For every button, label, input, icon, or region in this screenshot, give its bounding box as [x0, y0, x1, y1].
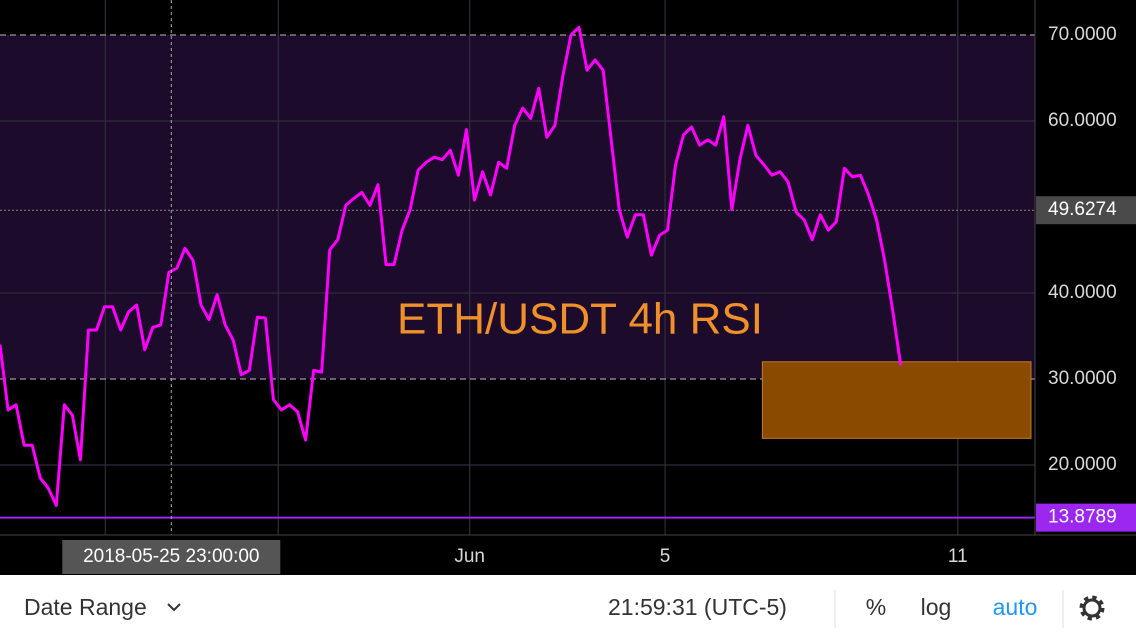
x-tick-label: 11	[948, 546, 968, 567]
y-tick-label: 60.0000	[1048, 110, 1117, 131]
price-axis	[1035, 0, 1136, 535]
price-label: 49.6274	[1048, 199, 1117, 220]
rsi-band	[0, 35, 1035, 379]
chart-title: ETH/USDT 4h RSI	[397, 295, 763, 344]
crosshair-label-box	[62, 540, 281, 574]
price-label-box	[1036, 503, 1136, 532]
auto-button[interactable]: auto	[993, 594, 1038, 620]
highlight-box	[761, 361, 1032, 439]
y-tick-label: 30.0000	[1048, 368, 1117, 389]
x-tick-label: Jun	[454, 546, 485, 567]
log-button[interactable]: log	[921, 594, 952, 620]
settings-gear[interactable]	[1079, 595, 1105, 621]
date-range[interactable]: Date Range	[24, 594, 147, 620]
rsi-line	[0, 25, 903, 507]
chevron[interactable]	[167, 603, 181, 612]
price-label: 13.8789	[1048, 507, 1117, 528]
crosshair-label: 2018-05-25 23:00:00	[83, 546, 259, 567]
clock: 21:59:31 (UTC-5)	[608, 594, 787, 620]
price-label-box	[1036, 196, 1136, 225]
y-tick-label: 20.0000	[1048, 454, 1117, 475]
toolbar	[0, 575, 1136, 640]
y-tick-label: 70.0000	[1048, 24, 1117, 45]
y-tick-label: 40.0000	[1048, 282, 1117, 303]
percent-button[interactable]: %	[866, 594, 886, 620]
x-tick-label: 5	[660, 546, 671, 567]
